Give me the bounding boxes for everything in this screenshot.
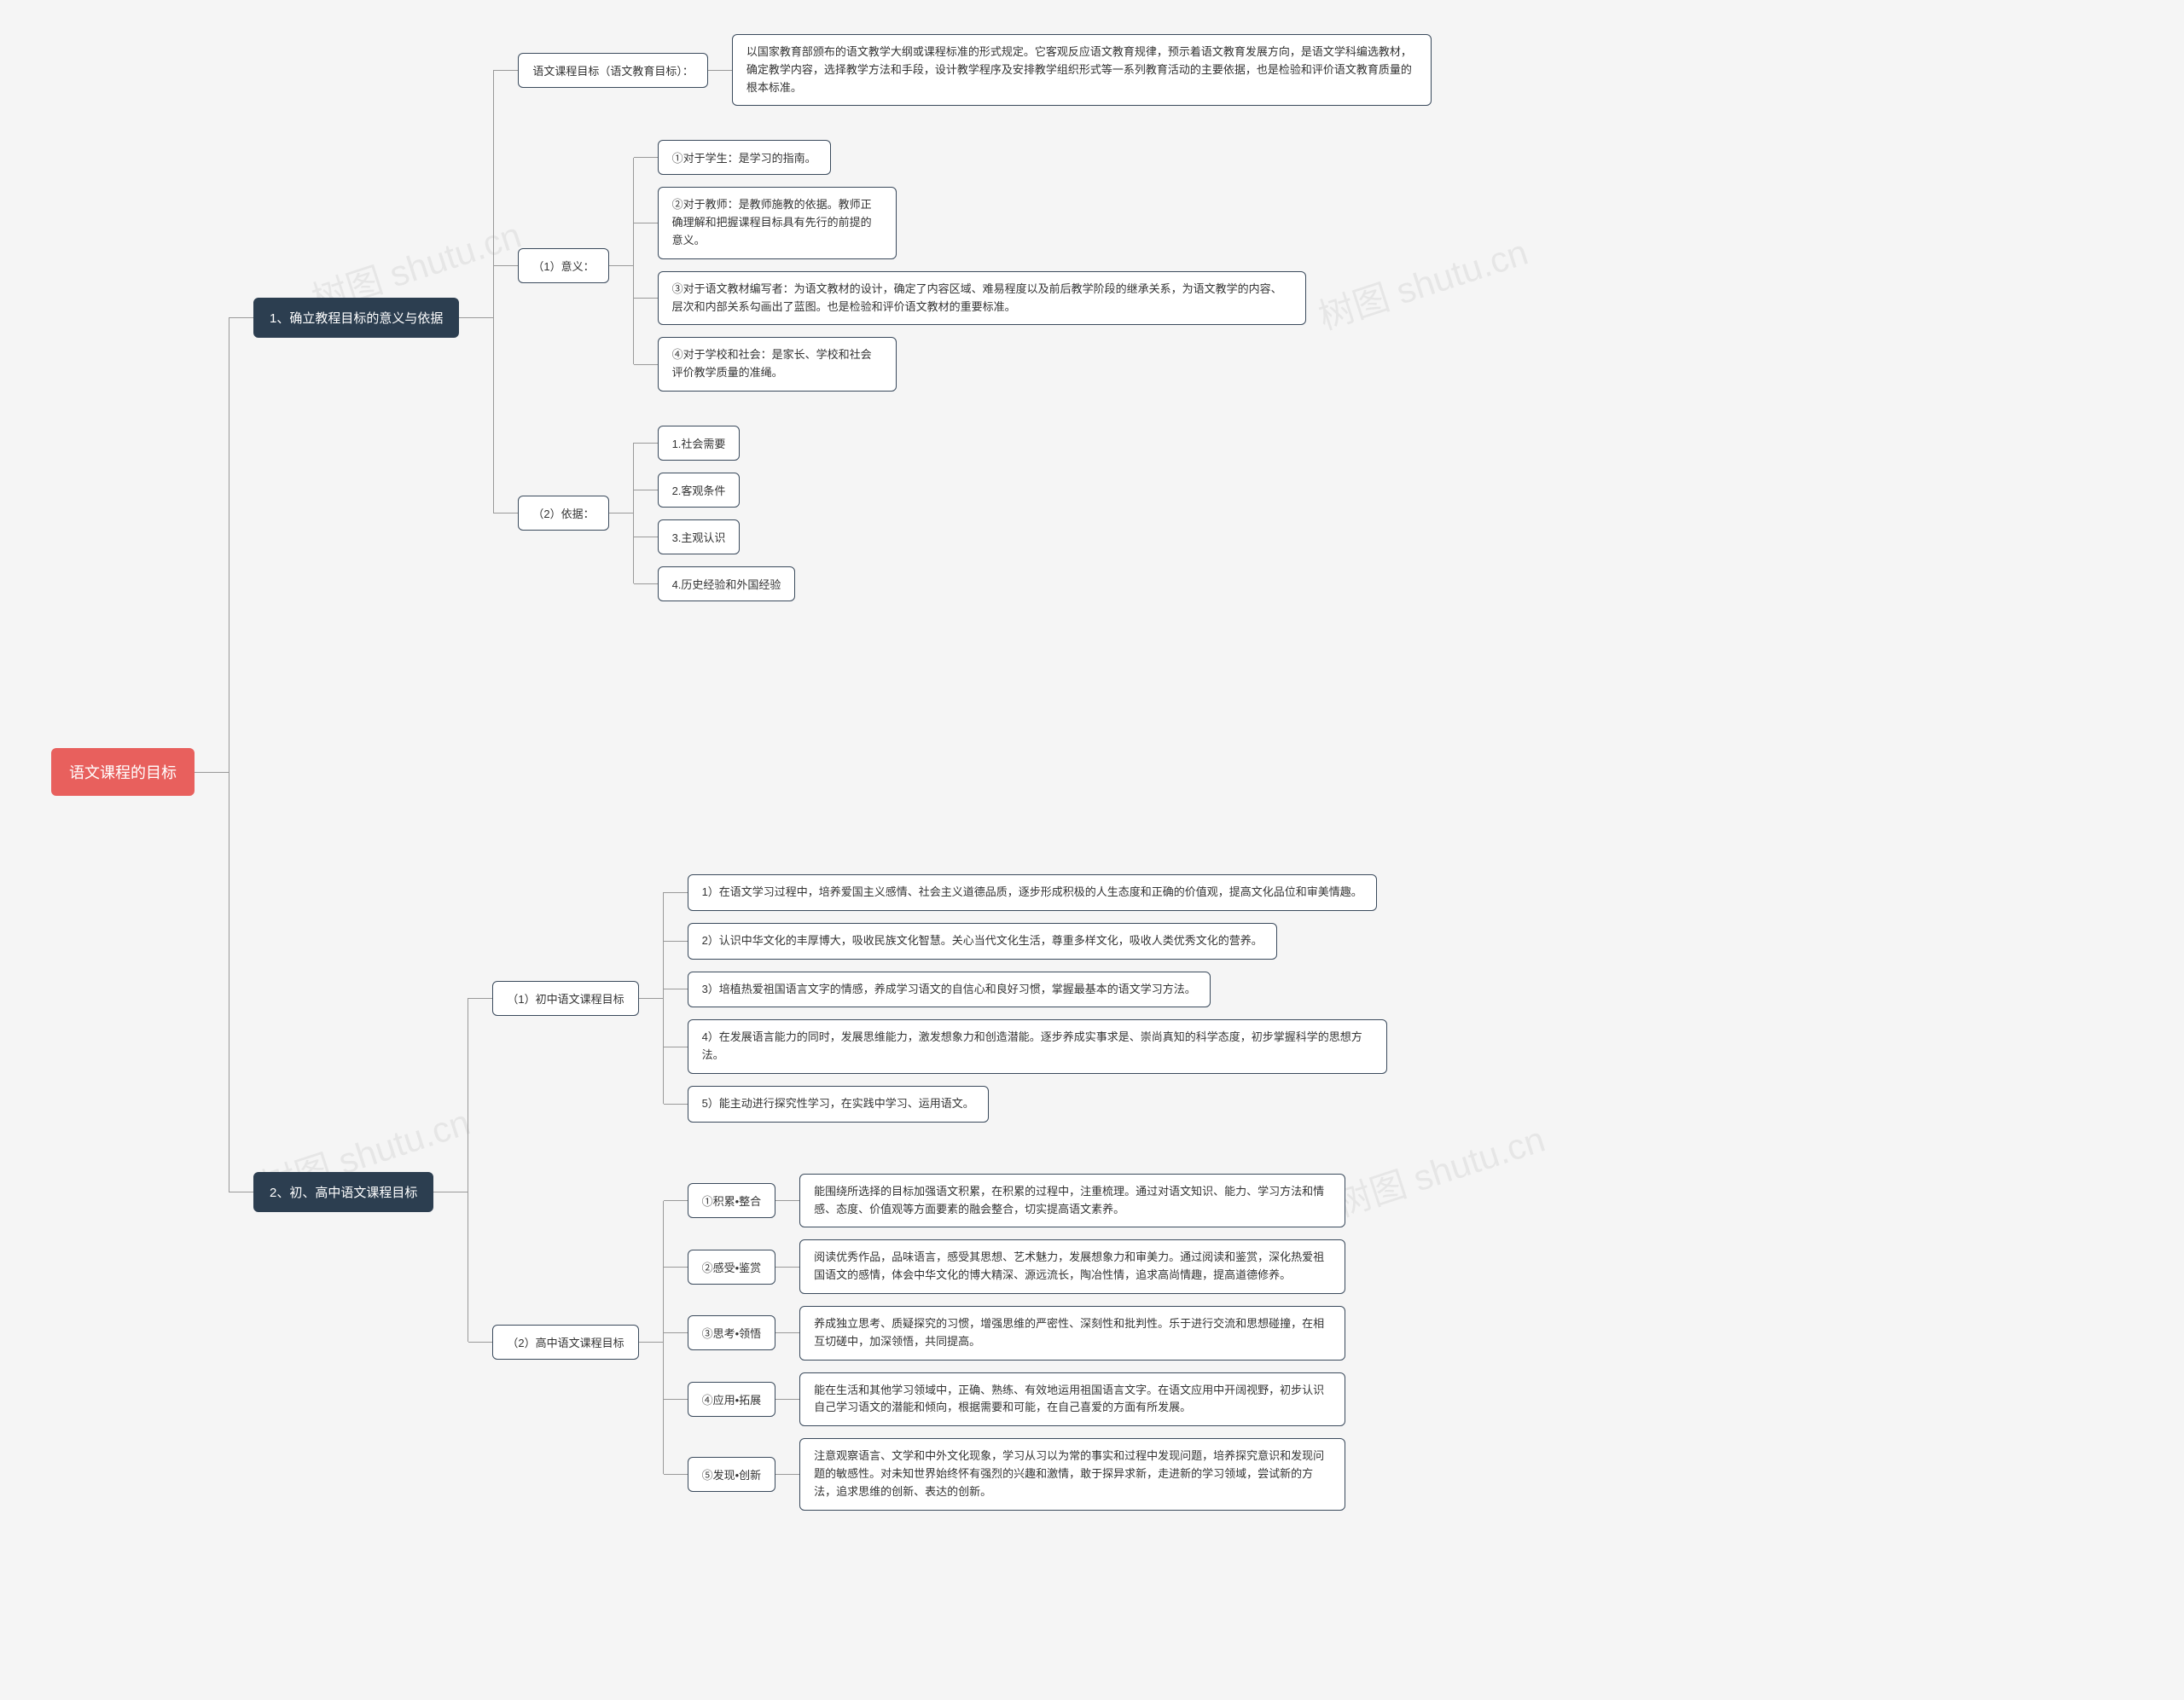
connector bbox=[609, 265, 633, 266]
branch-b2b: ①积累•整合 能围绕所选择的目标加强语文积累，在积累的过程中，注重梳理。通过对语… bbox=[663, 1174, 1346, 1511]
node-b2a-label[interactable]: （1）初中语文课程目标 bbox=[492, 981, 638, 1016]
mindmap-root-container: 语文课程的目标 1、确立教程目标的意义与依据 语文课程目标（语文教育目标）： 以… bbox=[51, 34, 2133, 1511]
node-b1b-i1[interactable]: ①对于学生：是学习的指南。 bbox=[658, 140, 831, 175]
node-b2b-label[interactable]: （2）高中语文课程目标 bbox=[492, 1325, 638, 1360]
node-b2b-g5-desc[interactable]: 注意观察语言、文学和中外文化现象，学习从习以为常的事实和过程中发现问题，培养探究… bbox=[799, 1438, 1345, 1510]
connector bbox=[775, 1200, 799, 1201]
node-b2b-g3-desc[interactable]: 养成独立思考、质疑探究的习惯，增强思维的严密性、深刻性和批判性。乐于进行交流和思… bbox=[799, 1306, 1345, 1361]
connector bbox=[639, 1342, 663, 1343]
node-b1c-i1[interactable]: 1.社会需要 bbox=[658, 426, 741, 461]
node-b2b-g4-label[interactable]: ④应用•拓展 bbox=[688, 1382, 776, 1417]
connector bbox=[775, 1267, 799, 1268]
node-b2a-i2[interactable]: 2）认识中华文化的丰厚博大，吸收民族文化智慧。关心当代文化生活，尊重多样文化，吸… bbox=[688, 923, 1277, 960]
node-b2a-i4[interactable]: 4）在发展语言能力的同时，发展思维能力，激发想象力和创造潜能。逐步养成实事求是、… bbox=[688, 1019, 1387, 1074]
connector bbox=[775, 1399, 799, 1400]
connector bbox=[459, 317, 493, 318]
node-b2a-i3[interactable]: 3）培植热爱祖国语言文字的情感，养成学习语文的自信心和良好习惯，掌握最基本的语文… bbox=[688, 972, 1211, 1008]
node-b1c-label[interactable]: （2）依据： bbox=[518, 496, 608, 531]
node-b2[interactable]: 2、初、高中语文课程目标 bbox=[253, 1172, 433, 1212]
branch-b1c: 1.社会需要 2.客观条件 3.主观认识 4.历史经验和外国经验 bbox=[633, 426, 796, 601]
node-b1a-desc[interactable]: 以国家教育部颁布的语文教学大纲或课程标准的形式规定。它客观反应语文教育规律，预示… bbox=[732, 34, 1432, 106]
branch-level1: 1、确立教程目标的意义与依据 语文课程目标（语文教育目标）： 以国家教育部颁布的… bbox=[229, 34, 1432, 1511]
node-b1a-label[interactable]: 语文课程目标（语文教育目标）： bbox=[518, 53, 708, 88]
connector bbox=[708, 70, 732, 71]
node-b2b-g2-label[interactable]: ②感受•鉴赏 bbox=[688, 1250, 776, 1285]
node-b2b-g1-label[interactable]: ①积累•整合 bbox=[688, 1183, 776, 1218]
node-b1c-i2[interactable]: 2.客观条件 bbox=[658, 473, 741, 508]
node-b1b-i3[interactable]: ③对于语文教材编写者：为语文教材的设计，确定了内容区域、难易程度以及前后教学阶段… bbox=[658, 271, 1306, 326]
connector bbox=[195, 772, 229, 773]
connector bbox=[775, 1332, 799, 1333]
connector bbox=[639, 998, 663, 999]
node-b2b-g4-desc[interactable]: 能在生活和其他学习领域中，正确、熟练、有效地运用祖国语言文字。在语文应用中开阔视… bbox=[799, 1372, 1345, 1427]
node-b1[interactable]: 1、确立教程目标的意义与依据 bbox=[253, 298, 459, 338]
node-b1b-i4[interactable]: ④对于学校和社会：是家长、学校和社会评价教学质量的准绳。 bbox=[658, 337, 897, 392]
branch-b1b: ①对于学生：是学习的指南。 ②对于教师：是教师施教的依据。教师正确理解和把握课程… bbox=[633, 140, 1306, 392]
node-b2b-g1-desc[interactable]: 能围绕所选择的目标加强语文积累，在积累的过程中，注重梳理。通过对语文知识、能力、… bbox=[799, 1174, 1345, 1228]
node-b1b-i2[interactable]: ②对于教师：是教师施教的依据。教师正确理解和把握课程目标具有先行的前提的意义。 bbox=[658, 187, 897, 258]
node-b2a-i5[interactable]: 5）能主动进行探究性学习，在实践中学习、运用语文。 bbox=[688, 1086, 989, 1123]
node-b1c-i3[interactable]: 3.主观认识 bbox=[658, 519, 741, 554]
node-b1b-label[interactable]: （1）意义： bbox=[518, 248, 608, 283]
node-b2a-i1[interactable]: 1）在语文学习过程中，培养爱国主义感情、社会主义道德品质，逐步形成积极的人生态度… bbox=[688, 874, 1377, 911]
node-b2b-g3-label[interactable]: ③思考•领悟 bbox=[688, 1315, 776, 1350]
connector bbox=[775, 1474, 799, 1475]
node-b1c-i4[interactable]: 4.历史经验和外国经验 bbox=[658, 566, 796, 601]
node-b2b-g2-desc[interactable]: 阅读优秀作品，品味语言，感受其思想、艺术魅力，发展想象力和审美力。通过阅读和鉴赏… bbox=[799, 1239, 1345, 1294]
root-node[interactable]: 语文课程的目标 bbox=[51, 748, 195, 796]
node-b2b-g5-label[interactable]: ⑤发现•创新 bbox=[688, 1457, 776, 1492]
branch-b2-children: （1）初中语文课程目标 1）在语文学习过程中，培养爱国主义感情、社会主义道德品质… bbox=[468, 874, 1386, 1511]
branch-b1-children: 语文课程目标（语文教育目标）： 以国家教育部颁布的语文教学大纲或课程标准的形式规… bbox=[493, 34, 1432, 601]
branch-b2a: 1）在语文学习过程中，培养爱国主义感情、社会主义道德品质，逐步形成积极的人生态度… bbox=[663, 874, 1387, 1123]
